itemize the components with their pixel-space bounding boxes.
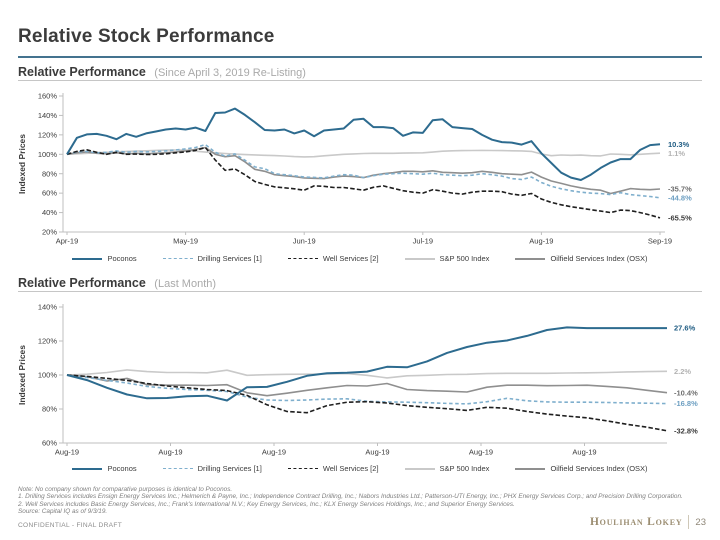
y-axis-title: Indexed Prices <box>17 345 27 405</box>
legend-swatch-s-p-500-index <box>404 467 435 470</box>
houlihan-lokey-logo: Houlihan Lokey <box>589 516 683 528</box>
series-line-drilling-services-1 <box>66 143 661 199</box>
footnote-2: 2. Well Services includes Basic Energy S… <box>18 500 515 508</box>
legend-swatch-drilling-services-1 <box>162 258 193 259</box>
y-tick-label: 20% <box>42 228 57 237</box>
series-line-s-p-500-index <box>66 369 668 379</box>
chart2-title: Relative Performance <box>18 276 146 290</box>
end-label-poconos: 10.3% <box>668 140 690 149</box>
y-tick-label: 60% <box>42 189 57 198</box>
end-label-poconos: 27.6% <box>674 324 696 333</box>
y-tick-label: 100% <box>38 371 58 380</box>
y-tick-label: 120% <box>38 337 58 346</box>
chart1-legend: Poconos Drilling Services [1] Well Service… <box>0 254 720 263</box>
y-tick-label: 160% <box>38 92 58 101</box>
legend-item-s-p-500-index: S&P 500 Index <box>404 254 490 263</box>
x-tick-label: Aug-19 <box>158 448 182 457</box>
end-label-s-p-500-index: 1.1% <box>668 149 685 158</box>
series-line-drilling-services-1 <box>66 374 668 405</box>
page-number: 23 <box>695 516 706 528</box>
legend-label-well-services-2: Well Services [2] <box>322 464 379 473</box>
chart1-plot-area: 160% 140% 120% 100% 80% 60% 40% 20%Apr-19 May-19… <box>17 92 692 246</box>
x-tick-label: Sep-19 <box>648 237 672 246</box>
legend-item-drilling-services-1: Drilling Services [1] <box>162 254 262 263</box>
legend-item-well-services-2: Well Services [2] <box>287 254 379 263</box>
chart1-subtitle: (Since April 3, 2019 Re-Listing) <box>154 67 306 79</box>
x-tick-label: Aug-19 <box>469 448 493 457</box>
title-rule <box>18 56 702 58</box>
series-line-poconos <box>66 107 661 181</box>
legend-item-s-p-500-index: S&P 500 Index <box>404 464 490 473</box>
y-tick-label: 120% <box>38 130 58 139</box>
legend-swatch-well-services-2 <box>287 468 318 469</box>
chart2-plot-area: 140%120%100%80%60%Aug-19 Aug-19 Aug-19 Aug-… <box>17 303 698 457</box>
legend-swatch-oilfield-services-index-osx <box>515 467 546 470</box>
chart2-subtitle: (Last Month) <box>154 278 217 290</box>
legend-item-oilfield-services-index-osx: Oilfield Services Index (OSX) <box>515 254 648 263</box>
end-label-drilling-services-1: -16.8% <box>674 399 698 408</box>
y-tick-label: 80% <box>42 405 57 414</box>
chart2-legend: Poconos Drilling Services [1] Well Service… <box>0 464 720 473</box>
x-tick-label: Aug-19 <box>572 448 596 457</box>
brand-footer: Houlihan Lokey 23 <box>590 515 706 529</box>
legend-swatch-drilling-services-1 <box>162 468 193 469</box>
legend-item-drilling-services-1: Drilling Services [1] <box>162 464 262 473</box>
x-tick-label: Apr-19 <box>56 237 79 246</box>
y-tick-label: 100% <box>38 150 58 159</box>
legend-label-drilling-services-1: Drilling Services [1] <box>197 464 262 473</box>
y-tick-label: 60% <box>42 439 57 448</box>
end-label-well-services-2: -65.5% <box>668 214 692 223</box>
legend-label-drilling-services-1: Drilling Services [1] <box>197 254 262 263</box>
series-line-well-services-2 <box>66 146 661 219</box>
chart1-title: Relative Performance <box>18 65 146 79</box>
chart1-rule <box>18 80 702 81</box>
page-title: Relative Stock Performance <box>18 26 275 47</box>
chart2-section-header: Relative Performance (Last Month) <box>18 274 216 292</box>
legend-label-poconos: Poconos <box>107 254 137 263</box>
chart1-section-header: Relative Performance (Since April 3, 201… <box>18 63 306 81</box>
x-tick-label: May-19 <box>173 237 198 246</box>
legend-item-oilfield-services-index-osx: Oilfield Services Index (OSX) <box>515 464 648 473</box>
x-tick-label: Aug-19 <box>262 448 286 457</box>
legend-item-poconos: Poconos <box>72 254 137 263</box>
y-tick-label: 140% <box>38 111 58 120</box>
end-label-oilfield-services-index-osx: -10.4% <box>674 388 698 397</box>
legend-swatch-poconos <box>72 467 103 470</box>
x-tick-label: Aug-19 <box>365 448 389 457</box>
footnote-note: Note: No company shown for comparative p… <box>18 486 233 493</box>
footnote-1: 1. Drilling Services includes Ensign Ene… <box>18 493 683 501</box>
end-label-oilfield-services-index-osx: -35.7% <box>668 185 692 194</box>
legend-label-oilfield-services-index-osx: Oilfield Services Index (OSX) <box>550 254 648 263</box>
legend-label-s-p-500-index: S&P 500 Index <box>439 254 490 263</box>
end-label-well-services-2: -32.8% <box>674 426 698 435</box>
legend-label-oilfield-services-index-osx: Oilfield Services Index (OSX) <box>550 464 648 473</box>
legend-swatch-s-p-500-index <box>404 257 435 260</box>
series-line-well-services-2 <box>66 374 668 432</box>
legend-label-s-p-500-index: S&P 500 Index <box>439 464 490 473</box>
legend-item-well-services-2: Well Services [2] <box>287 464 379 473</box>
legend-label-poconos: Poconos <box>107 464 137 473</box>
y-tick-label: 40% <box>42 208 57 217</box>
y-axis-title: Indexed Prices <box>17 134 27 194</box>
footnote-source: Source: Capital IQ as of 9/3/19. <box>18 508 108 516</box>
series-line-poconos <box>66 326 667 402</box>
y-tick-label: 80% <box>42 169 57 178</box>
legend-label-well-services-2: Well Services [2] <box>322 254 379 263</box>
confidential-label: CONFIDENTIAL - FINAL DRAFT <box>18 522 123 529</box>
x-tick-label: Aug-19 <box>55 448 79 457</box>
end-label-drilling-services-1: -44.8% <box>668 193 692 202</box>
y-tick-label: 140% <box>38 303 58 312</box>
end-label-s-p-500-index: 2.2% <box>674 367 691 376</box>
legend-item-poconos: Poconos <box>72 464 137 473</box>
brand-divider <box>688 515 690 529</box>
x-tick-label: Jun-19 <box>293 237 316 246</box>
footnotes: Note: No company shown for comparative p… <box>18 486 706 516</box>
legend-swatch-oilfield-services-index-osx <box>515 257 546 260</box>
legend-swatch-well-services-2 <box>287 258 318 259</box>
chart2-rule <box>18 291 702 292</box>
legend-swatch-poconos <box>72 257 103 260</box>
x-tick-label: Jul-19 <box>413 237 433 246</box>
x-tick-label: Aug-19 <box>529 237 553 246</box>
